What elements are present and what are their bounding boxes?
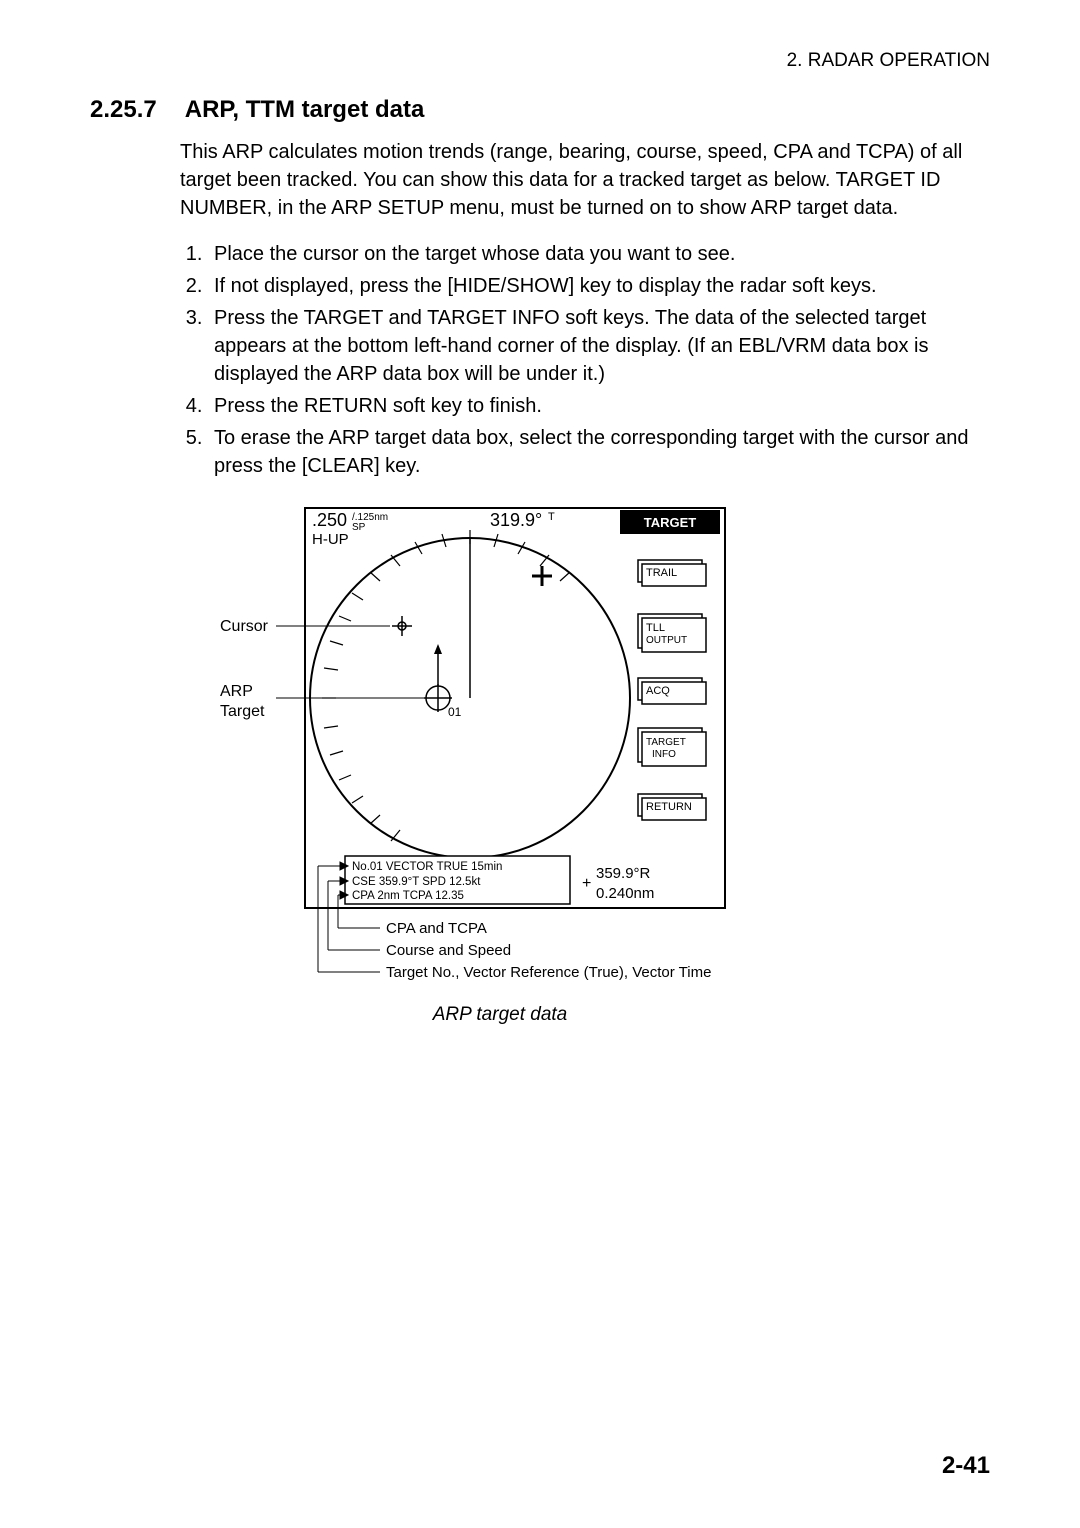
step-1: Place the cursor on the target whose dat… bbox=[208, 240, 990, 268]
section-heading: 2.25.7 ARP, TTM target data bbox=[90, 96, 990, 124]
figure: .250 /.125nm SP H-UP 319.9° T TARGET TRA… bbox=[180, 498, 820, 998]
target-id: 01 bbox=[448, 705, 462, 719]
softkey-acq[interactable]: ACQ bbox=[646, 685, 670, 697]
databox-line3: CPA 2nm TCPA 12.35 bbox=[352, 890, 464, 902]
range-mode: SP bbox=[352, 522, 366, 533]
steps-list: Place the cursor on the target whose dat… bbox=[180, 240, 990, 480]
section-title-text: ARP, TTM target data bbox=[185, 96, 425, 123]
arp-callout-2: Target bbox=[220, 703, 265, 720]
page-number: 2-41 bbox=[942, 1452, 990, 1480]
readout-line2: 0.240nm bbox=[596, 885, 654, 902]
svg-text:INFO: INFO bbox=[652, 749, 676, 760]
heading-value: 319.9° bbox=[490, 510, 542, 530]
readout-plus: + bbox=[582, 875, 591, 892]
softkey-header: TARGET bbox=[644, 515, 697, 530]
softkey-target-info[interactable]: TARGET bbox=[646, 737, 686, 748]
figure-caption: ARP target data bbox=[180, 1004, 820, 1026]
step-3: Press the TARGET and TARGET INFO soft ke… bbox=[208, 304, 990, 388]
arp-target-symbol bbox=[424, 644, 452, 712]
softkey-trail[interactable]: TRAIL bbox=[646, 567, 677, 579]
arp-callout-1: ARP bbox=[220, 683, 253, 700]
cursor-callout: Cursor bbox=[220, 618, 269, 635]
legend-cse: Course and Speed bbox=[386, 942, 511, 959]
svg-text:OUTPUT: OUTPUT bbox=[646, 635, 687, 646]
databox-line1: No.01 VECTOR TRUE 15min bbox=[352, 861, 502, 873]
range-label: .250 bbox=[312, 510, 347, 530]
cursor-symbol bbox=[392, 616, 412, 636]
step-5: To erase the ARP target data box, select… bbox=[208, 424, 990, 480]
intro-paragraph: This ARP calculates motion trends (range… bbox=[180, 138, 990, 222]
orientation-label: H-UP bbox=[312, 531, 349, 548]
readout-line1: 359.9°R bbox=[596, 865, 651, 882]
page-header-right: 2. RADAR OPERATION bbox=[90, 50, 990, 72]
databox-line2: CSE 359.9°T SPD 12.5kt bbox=[352, 876, 481, 888]
softkey-return[interactable]: RETURN bbox=[646, 801, 692, 813]
legend-target: Target No., Vector Reference (True), Vec… bbox=[386, 964, 711, 981]
ownship-cross-icon bbox=[532, 566, 552, 586]
heading-suffix: T bbox=[548, 511, 555, 523]
softkey-column: TARGET TRAIL TLL OUTPUT ACQ TARGET INFO … bbox=[620, 510, 720, 820]
section-number: 2.25.7 bbox=[90, 96, 157, 124]
radar-diagram: .250 /.125nm SP H-UP 319.9° T TARGET TRA… bbox=[180, 498, 820, 998]
step-4: Press the RETURN soft key to finish. bbox=[208, 392, 990, 420]
step-2: If not displayed, press the [HIDE/SHOW] … bbox=[208, 272, 990, 300]
legend-cpa: CPA and TCPA bbox=[386, 920, 487, 937]
softkey-tll[interactable]: TLL bbox=[646, 622, 665, 634]
